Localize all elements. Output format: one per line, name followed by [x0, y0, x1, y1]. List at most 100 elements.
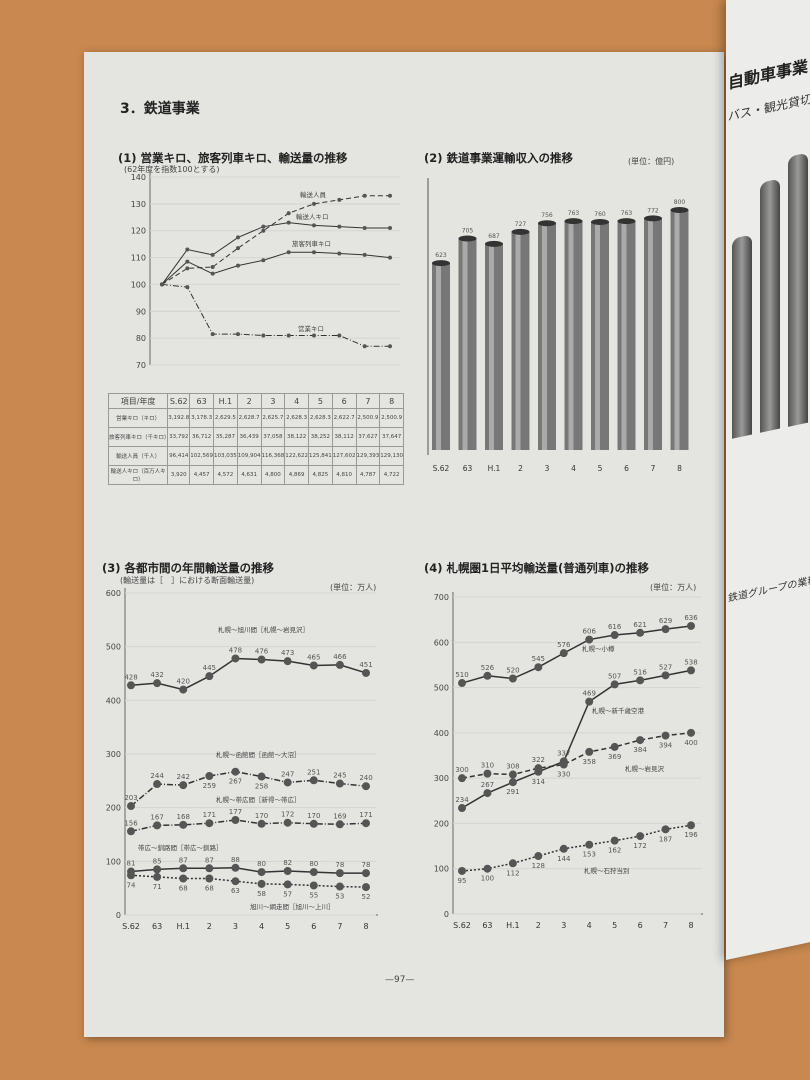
chart4-data-label: 144 — [557, 855, 571, 863]
page-number: —97— — [385, 975, 415, 985]
chart4-data-label: 527 — [659, 663, 672, 671]
chart3-data-point — [153, 821, 162, 830]
chart4-data-point — [585, 747, 594, 756]
chart4-data-point — [687, 621, 695, 630]
chart2-x-tick-label: 63 — [463, 464, 473, 473]
chart3-x-tick-label: 3 — [233, 922, 238, 931]
chart2-data-label: 760 — [594, 211, 606, 218]
chart3-data-label: 156 — [124, 819, 138, 827]
chart4-data-point — [661, 825, 670, 834]
chart4-data-point — [534, 852, 543, 861]
chart3-y-tick-label: 100 — [106, 857, 121, 866]
table-cell: 4,572 — [213, 465, 238, 485]
chart3-data-label: 244 — [150, 772, 164, 780]
chart1-data-point — [337, 224, 342, 229]
chart4-data-label: 291 — [506, 788, 519, 796]
chart3-data-label: 58 — [257, 890, 266, 898]
chart3-data-label: 473 — [281, 649, 294, 657]
chart4-data-label: 621 — [633, 621, 646, 629]
chart4-data-label: 400 — [684, 739, 697, 747]
chart3-data-point — [205, 672, 214, 681]
chart3-data-point — [231, 816, 240, 825]
chart4-data-label: 507 — [608, 672, 621, 680]
chart4-series-line — [461, 669, 692, 809]
chart4-data-point — [483, 789, 492, 798]
chart3-data-label: 81 — [127, 860, 136, 868]
chart3-data-point — [309, 868, 318, 877]
chart4-data-label: 526 — [481, 664, 495, 672]
table-cell: 4,631 — [236, 465, 262, 485]
chart3-y-tick-label: 400 — [106, 696, 121, 705]
chart4-data-label: 606 — [583, 628, 597, 636]
chart2-bar-highlight — [648, 218, 653, 450]
chart3-data-label: 63 — [231, 887, 240, 895]
chart4-x-tick-label: 6 — [638, 921, 643, 930]
chart3-data-point — [309, 776, 318, 785]
chart3-data-point — [257, 655, 266, 664]
chart4-data-point — [559, 760, 568, 769]
chart3-data-label: 177 — [229, 808, 242, 816]
chart3-data-label: 169 — [333, 812, 346, 820]
chart3-data-label: 71 — [153, 883, 162, 891]
chart4-data-label: 172 — [633, 842, 646, 850]
chart4-data-label: 516 — [633, 668, 647, 676]
chart2-data-label: 772 — [647, 207, 659, 214]
chart4-y-tick-label: 600 — [434, 638, 449, 647]
chart3-data-label: 167 — [150, 813, 163, 821]
chart4-x-tick-label: 63 — [482, 921, 492, 930]
chart4-data-point — [661, 625, 670, 634]
chart4-data-point — [661, 731, 670, 740]
chart3-data-label: 247 — [281, 770, 294, 778]
chart4-data-label: 100 — [481, 875, 494, 883]
chart1-data-point — [261, 224, 266, 229]
adjacent-bar — [760, 178, 780, 433]
chart1-data-point — [286, 211, 291, 216]
chart2-x-tick-label: 8 — [677, 464, 682, 473]
chart1-data-point — [388, 193, 392, 198]
chart4-data-label: 510 — [455, 671, 468, 679]
chart3-data-label: 420 — [177, 678, 190, 686]
chart3-data-label: 53 — [335, 893, 344, 901]
chart4-data-point — [559, 649, 568, 658]
chart3-data-label: 74 — [127, 881, 136, 889]
chart3-series-label: 帯広～釧路間［帯広～釧路］ — [138, 843, 223, 852]
chart4-data-point — [661, 671, 670, 680]
chart2-bar-cap — [617, 218, 636, 225]
chart3-data-label: 78 — [362, 861, 371, 869]
chart3-data-label: 171 — [359, 811, 372, 819]
chart2-bar-highlight — [595, 222, 600, 450]
chart4-data-point — [458, 679, 466, 688]
chart3-data-label: 432 — [150, 671, 163, 679]
chart2-x-tick-label: 6 — [624, 464, 629, 473]
chart2-data-label: 763 — [568, 210, 580, 217]
chart3-title: (3) 各都市間の年間輸送量の推移 — [102, 561, 275, 575]
chart4-data-point — [610, 742, 619, 751]
chart3-y-tick-label: 200 — [106, 804, 121, 813]
chart1-data-table: 項目/年度 S.62 63 H.1 2 3 4 5 6 7 8 営業キロ（キロ）… — [107, 393, 404, 485]
chart2-bar-cap — [670, 207, 689, 213]
chart1-y-tick-label: 130 — [131, 200, 146, 209]
chart1-data-point — [185, 266, 190, 271]
chart1-y-tick-label: 120 — [131, 227, 146, 236]
chart3-series-label: 旭川～網走間［旭川～上川］ — [250, 902, 335, 911]
chart2-x-tick-label: 2 — [518, 464, 523, 473]
chart4-data-label: 310 — [481, 762, 494, 770]
table-cell: 2,629.5 — [213, 408, 238, 428]
chart4-data-label: 314 — [532, 778, 546, 786]
chart4-data-label: 384 — [633, 746, 647, 754]
chart4-data-label: 469 — [583, 690, 596, 698]
chart3-series-label: 札幌～旭川間［札幌～岩見沢］ — [218, 625, 309, 634]
chart1-data-point — [210, 264, 215, 269]
chart4-unit: (単位：万人) — [650, 583, 697, 592]
chart3-data-point — [362, 883, 370, 892]
chart2-bar-highlight — [436, 263, 441, 450]
chart3-x-tick-label: 8 — [363, 922, 368, 931]
chart1-data-point — [337, 251, 342, 256]
chart3-data-label: 476 — [255, 648, 269, 656]
chart4-data-point — [508, 778, 517, 787]
chart3-data-point — [153, 679, 162, 688]
chart3-series-line — [130, 657, 367, 691]
chart1-y-tick-label: 70 — [136, 361, 146, 370]
chart2-bar-cap — [564, 218, 583, 225]
chart3-data-label: 259 — [203, 782, 216, 790]
